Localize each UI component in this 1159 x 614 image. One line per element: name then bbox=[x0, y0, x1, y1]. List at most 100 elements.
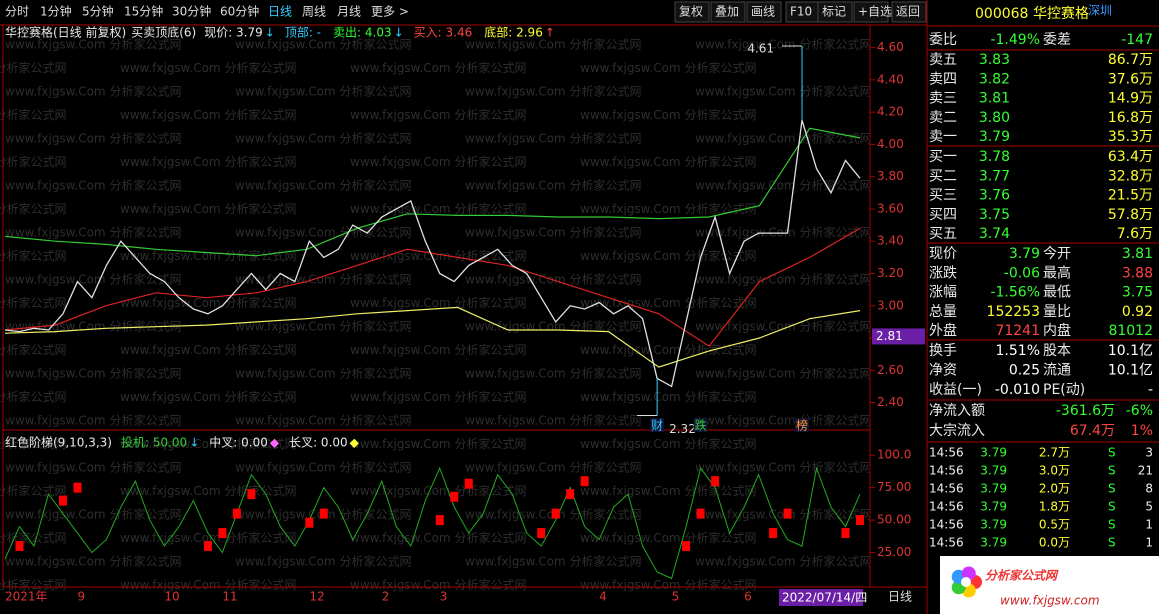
period-tab[interactable]: 1分钟 bbox=[40, 4, 72, 19]
watermark: www.fxjgsw.Com 分析家公式网 bbox=[120, 201, 296, 216]
period-tab[interactable]: 日线 bbox=[268, 5, 292, 19]
book-volume: 16.8万 bbox=[1108, 110, 1153, 126]
watermark: www.fxjgsw.Com 分析家公式网 bbox=[120, 436, 296, 451]
period-tab[interactable]: 月线 bbox=[337, 5, 361, 19]
cursor-date-bg bbox=[779, 589, 863, 606]
period-tab[interactable]: 60分钟 bbox=[220, 4, 259, 19]
tool-button[interactable]: 叠加 bbox=[715, 5, 739, 19]
period-tab[interactable]: 15分钟 bbox=[124, 4, 163, 19]
trade-count: 3 bbox=[1145, 446, 1153, 460]
tool-button-bg[interactable] bbox=[891, 1, 927, 23]
flow-value: -361.6万 bbox=[1056, 403, 1115, 419]
watermark: www.fxjgsw.Com 分析家公式网 bbox=[120, 295, 296, 310]
y-tick-label: 3.00 bbox=[877, 298, 904, 312]
book-price: 3.76 bbox=[979, 188, 1010, 204]
watermark: www.fxjgsw.Com 分析家公式网 bbox=[120, 248, 296, 263]
y-tick-label: 75.00 bbox=[877, 480, 911, 494]
tool-button-bg[interactable] bbox=[710, 1, 746, 23]
trade-count: 1 bbox=[1145, 518, 1153, 532]
tool-button-bg[interactable] bbox=[746, 1, 782, 23]
trade-volume: 0.5万 bbox=[1039, 518, 1070, 532]
book-label: 买一 bbox=[929, 149, 957, 165]
tool-button[interactable]: F10 bbox=[790, 5, 812, 19]
watermark: www.fxjgsw.Com 分析家公式网 bbox=[350, 342, 526, 357]
watermark: www.fxjgsw.Com 分析家公式网 bbox=[580, 295, 756, 310]
indicator-arrow: ◆ bbox=[350, 436, 360, 450]
watermark: www.fxjgsw.Com 分析家公式网 bbox=[695, 460, 871, 475]
tool-button-bg[interactable] bbox=[817, 1, 853, 23]
field-label: 最低 bbox=[1043, 285, 1071, 301]
watermark: www.fxjgsw.Com 分析家公式网 bbox=[5, 225, 181, 240]
watermark: www.fxjgsw.Com 分析家公式网 bbox=[350, 436, 526, 451]
period-tab[interactable]: 30分钟 bbox=[172, 4, 211, 19]
ladder-step bbox=[218, 528, 227, 539]
y-tick-label: 3.20 bbox=[877, 266, 904, 280]
tool-button[interactable]: +自选 bbox=[858, 5, 892, 19]
flow-value: 67.4万 bbox=[1070, 423, 1115, 439]
watermark: www.fxjgsw.Com 分析家公式网 bbox=[465, 366, 641, 381]
trade-side: S bbox=[1108, 464, 1116, 478]
watermark: www.fxjgsw.Com 分析家公式网 bbox=[5, 413, 181, 428]
watermark: www.fxjgsw.Com 分析家公式网 bbox=[695, 37, 871, 52]
period-tab[interactable]: 分时 bbox=[5, 5, 29, 19]
tool-button[interactable]: 复权 bbox=[679, 5, 703, 19]
tool-button[interactable]: 标记 bbox=[822, 5, 846, 19]
logo-petal bbox=[961, 566, 976, 581]
x-tick-label: 2021年 bbox=[5, 590, 48, 604]
field-value: -0.06 bbox=[1004, 265, 1040, 281]
extreme-label: 4.61 bbox=[747, 41, 774, 55]
watermark: www.fxjgsw.Com 分析家公式网 bbox=[0, 295, 66, 310]
watermark: www.fxjgsw.Com 分析家公式网 bbox=[0, 60, 66, 75]
tool-button-bg[interactable] bbox=[853, 1, 889, 23]
watermark: www.fxjgsw.Com 分析家公式网 bbox=[580, 107, 756, 122]
watermark: www.fxjgsw.Com 分析家公式网 bbox=[120, 107, 296, 122]
book-volume: 32.8万 bbox=[1108, 168, 1153, 184]
extreme-label: 2.32 bbox=[669, 422, 696, 436]
field-value: 0.25 bbox=[1009, 363, 1040, 379]
flow-label: 净流入额 bbox=[929, 403, 985, 419]
watermark: www.fxjgsw.Com 分析家公式网 bbox=[5, 37, 181, 52]
watermark: www.fxjgsw.Com 分析家公式网 bbox=[465, 272, 641, 287]
watermark: www.fxjgsw.Com 分析家公式网 bbox=[695, 413, 871, 428]
x-tick-label: 4 bbox=[599, 590, 607, 604]
watermark: www.fxjgsw.Com 分析家公式网 bbox=[350, 201, 526, 216]
watermark: www.fxjgsw.Com 分析家公式网 bbox=[0, 389, 66, 404]
field-value: 81012 bbox=[1108, 323, 1153, 339]
watermark: www.fxjgsw.Com 分析家公式网 bbox=[235, 84, 411, 99]
indicator-field: 投机: 50.00 bbox=[121, 435, 187, 450]
trade-price: 3.79 bbox=[980, 482, 1007, 496]
watermark: www.fxjgsw.Com 分析家公式网 bbox=[5, 272, 181, 287]
ladder-step bbox=[551, 508, 560, 519]
tool-button[interactable]: 返回 bbox=[896, 5, 920, 19]
field-value: -0.010 bbox=[995, 382, 1040, 398]
y-tick-label: 4.00 bbox=[877, 137, 904, 151]
field-label: 总量 bbox=[929, 304, 957, 320]
trade-side: S bbox=[1108, 536, 1116, 550]
y-tick-label: 2.40 bbox=[877, 395, 904, 409]
period-tab[interactable]: 5分钟 bbox=[82, 4, 114, 19]
tool-button-bg[interactable] bbox=[674, 1, 710, 23]
ladder-step bbox=[769, 528, 778, 539]
tool-button[interactable]: 画线 bbox=[751, 5, 775, 19]
period-tab[interactable]: 更多 > bbox=[371, 5, 409, 19]
flow-pct: -6% bbox=[1126, 403, 1153, 419]
ladder-step bbox=[73, 482, 82, 493]
trade-time: 14:56 bbox=[929, 482, 964, 496]
watermark: www.fxjgsw.Com 分析家公式网 bbox=[120, 530, 296, 545]
trade-price: 3.79 bbox=[980, 536, 1007, 550]
ladder-step bbox=[696, 508, 705, 519]
watermark: www.fxjgsw.Com 分析家公式网 bbox=[5, 366, 181, 381]
trade-volume: 2.0万 bbox=[1039, 482, 1070, 496]
y-tick-label: 4.60 bbox=[877, 40, 904, 54]
x-tick-label: 12 bbox=[309, 590, 324, 604]
x-tick-label: 2 bbox=[382, 590, 390, 604]
event-bg bbox=[795, 418, 810, 432]
watermark: www.fxjgsw.Com 分析家公式网 bbox=[0, 248, 66, 263]
moving-average bbox=[4, 306, 861, 368]
trade-count: 5 bbox=[1145, 500, 1153, 514]
watermark: www.fxjgsw.Com 分析家公式网 bbox=[350, 295, 526, 310]
trade-count: 8 bbox=[1145, 482, 1153, 496]
period-tab[interactable]: 周线 bbox=[302, 5, 326, 19]
watermark: www.fxjgsw.Com 分析家公式网 bbox=[5, 554, 181, 569]
field-value: 3.81 bbox=[1122, 246, 1153, 262]
